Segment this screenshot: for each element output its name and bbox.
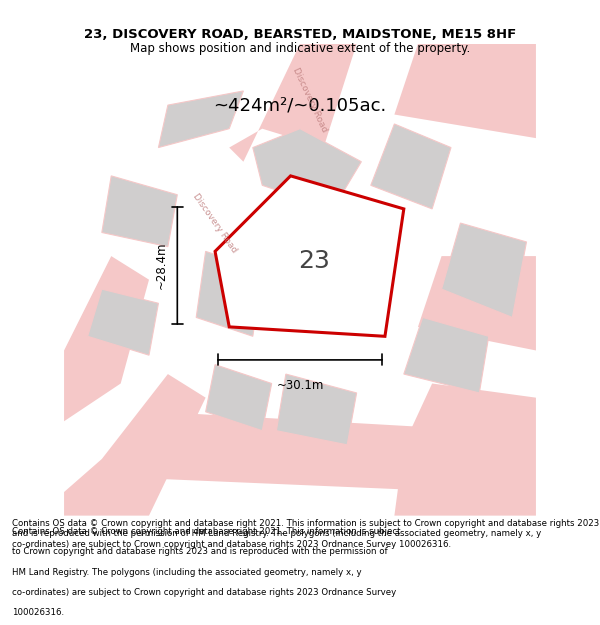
Text: Contains OS data © Crown copyright and database right 2021. This information is : Contains OS data © Crown copyright and d… — [12, 528, 401, 536]
Text: Discovery Road: Discovery Road — [290, 67, 328, 134]
Text: ~28.4m: ~28.4m — [155, 242, 168, 289]
Text: 100026316.: 100026316. — [12, 608, 64, 617]
Polygon shape — [206, 364, 272, 431]
Polygon shape — [215, 176, 404, 336]
Text: 23, DISCOVERY ROAD, BEARSTED, MAIDSTONE, ME15 8HF: 23, DISCOVERY ROAD, BEARSTED, MAIDSTONE,… — [84, 28, 516, 41]
Polygon shape — [229, 44, 356, 162]
Text: to Crown copyright and database rights 2023 and is reproduced with the permissio: to Crown copyright and database rights 2… — [12, 548, 388, 556]
Polygon shape — [277, 374, 356, 445]
Polygon shape — [102, 176, 178, 247]
Text: co-ordinates) are subject to Crown copyright and database rights 2023 Ordnance S: co-ordinates) are subject to Crown copyr… — [12, 588, 396, 597]
Polygon shape — [135, 412, 489, 492]
Polygon shape — [158, 91, 244, 148]
Text: 23: 23 — [298, 249, 330, 272]
Polygon shape — [88, 289, 158, 355]
Polygon shape — [418, 256, 536, 351]
Polygon shape — [394, 44, 536, 138]
Text: Map shows position and indicative extent of the property.: Map shows position and indicative extent… — [130, 42, 470, 55]
Polygon shape — [64, 374, 206, 516]
Polygon shape — [64, 256, 149, 421]
Polygon shape — [371, 124, 451, 209]
Text: HM Land Registry. The polygons (including the associated geometry, namely x, y: HM Land Registry. The polygons (includin… — [12, 568, 362, 577]
Text: ~424m²/~0.105ac.: ~424m²/~0.105ac. — [214, 96, 386, 114]
Polygon shape — [394, 384, 536, 516]
Polygon shape — [442, 223, 527, 318]
Text: ~30.1m: ~30.1m — [277, 379, 323, 392]
Polygon shape — [196, 251, 262, 336]
Text: Discovery Road: Discovery Road — [191, 192, 239, 254]
Polygon shape — [404, 318, 489, 393]
Polygon shape — [253, 129, 361, 209]
Text: Contains OS data © Crown copyright and database right 2021. This information is : Contains OS data © Crown copyright and d… — [12, 519, 599, 549]
